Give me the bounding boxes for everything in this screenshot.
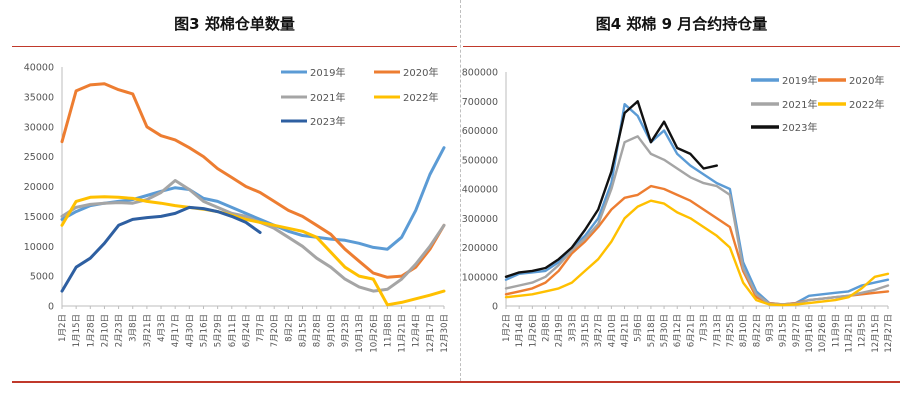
c1-y-tick-label-1: 100000 <box>462 272 498 283</box>
c1-series-3-line <box>504 199 890 307</box>
c1-x-tick-label-28: 12月15日 <box>871 314 881 353</box>
c1-x-tick-label-0: 1月2日 <box>502 314 512 342</box>
c1-x-tick-label-17: 7月25日 <box>726 314 736 347</box>
c0-series-0-line <box>60 146 446 251</box>
c1-x-tick-label-3: 2月8日 <box>542 314 552 342</box>
c1-x-tick-label-16: 7月13日 <box>713 314 723 347</box>
c1-x-tick-label-10: 5月6日 <box>634 314 644 342</box>
chart-right-title: 图4 郑棉 9 月合约持仓量 <box>463 0 900 47</box>
c0-y-tick-label-5: 25000 <box>24 152 54 163</box>
c1-x-tick-label-13: 6月12日 <box>673 314 683 347</box>
c0-x-tick-label-13: 6月24日 <box>242 314 252 347</box>
c1-x-tick-label-14: 6月21日 <box>686 314 696 347</box>
c0-x-tick-label-11: 5月29日 <box>214 314 224 347</box>
c1-legend-label-1: 2020年 <box>849 74 884 87</box>
c1-x-tick-label-25: 11月9日 <box>831 314 841 347</box>
c1-x-tick-label-1: 1月14日 <box>515 314 525 347</box>
c0-x-tick-label-7: 4月3日 <box>157 314 167 342</box>
c0-x-tick-label-10: 5月16日 <box>199 314 209 347</box>
c0-x-tick-label-0: 1月2日 <box>58 314 68 342</box>
c0-x-tick-label-24: 11月21日 <box>398 314 408 353</box>
c0-x-tick-label-22: 10月26日 <box>369 314 379 353</box>
c1-x-tick-label-26: 11月21日 <box>844 314 854 353</box>
c0-x-tick-label-5: 3月8日 <box>129 314 139 342</box>
c1-x-tick-label-24: 10月26日 <box>818 314 828 353</box>
c1-x-tick-label-20: 9月3日 <box>765 314 775 342</box>
c0-y-tick-label-3: 15000 <box>24 212 54 223</box>
c1-x-tick-label-29: 12月27日 <box>884 314 894 353</box>
c1-x-tick-label-15: 7月3日 <box>700 314 710 342</box>
c1-x-tick-label-18: 8月10日 <box>739 314 749 347</box>
c0-y-tick-label-1: 5000 <box>30 272 54 283</box>
c0-legend-label-3: 2022年 <box>403 91 438 104</box>
c0-x-tick-label-15: 7月20日 <box>270 314 280 347</box>
c0-x-tick-label-12: 6月11日 <box>228 314 238 347</box>
c0-y-tick-label-4: 20000 <box>24 182 54 193</box>
c1-x-tick-label-9: 4月21日 <box>621 314 631 347</box>
c0-x-tick-label-2: 1月28日 <box>86 314 96 347</box>
c1-y-tick-label-8: 800000 <box>462 68 498 79</box>
c0-legend-label-0: 2019年 <box>310 66 345 79</box>
c1-legend-label-3: 2022年 <box>849 98 884 111</box>
c0-x-tick-label-26: 12月17日 <box>426 314 436 353</box>
c1-x-tick-label-7: 3月27日 <box>594 314 604 347</box>
c0-y-tick-label-7: 35000 <box>24 92 54 103</box>
c1-y-tick-label-2: 200000 <box>462 243 498 254</box>
c1-x-tick-label-12: 5月30日 <box>660 314 670 347</box>
c1-x-tick-label-21: 9月15日 <box>779 314 789 347</box>
c0-y-tick-label-6: 30000 <box>24 122 54 133</box>
c0-x-tick-label-19: 9月10日 <box>327 314 337 347</box>
c0-series-4-line <box>60 205 262 293</box>
bottom-rule <box>12 381 900 383</box>
c1-y-tick-label-7: 700000 <box>462 97 498 108</box>
chart-left-title: 图3 郑棉仓单数量 <box>12 0 457 47</box>
c0-x-tick-label-14: 7月7日 <box>256 314 266 342</box>
c1-y-tick-label-4: 400000 <box>462 185 498 196</box>
c1-y-tick-label-6: 600000 <box>462 126 498 137</box>
c0-x-tick-label-8: 4月17日 <box>171 314 181 347</box>
c1-x-tick-label-27: 12月5日 <box>858 314 868 347</box>
c1-y-tick-label-3: 300000 <box>462 214 498 225</box>
c1-x-tick-label-8: 4月10日 <box>607 314 617 347</box>
c0-x-tick-label-20: 9月23日 <box>341 314 351 347</box>
c1-legend-label-0: 2019年 <box>782 74 817 87</box>
c1-x-tick-label-22: 9月27日 <box>792 314 802 347</box>
c0-x-tick-label-21: 10月13日 <box>355 314 365 353</box>
c0-x-tick-label-27: 12月30日 <box>440 314 450 353</box>
c1-x-tick-label-19: 8月22日 <box>752 314 762 347</box>
c0-x-tick-label-18: 8月28日 <box>313 314 323 347</box>
c0-legend-label-1: 2020年 <box>403 66 438 79</box>
c1-x-tick-label-5: 3月3日 <box>568 314 578 342</box>
c0-series-3-line <box>60 195 446 307</box>
c1-x-tick-label-6: 3月15日 <box>581 314 591 347</box>
c0-y-tick-label-0: 0 <box>48 302 54 313</box>
c0-x-tick-label-23: 11月8日 <box>383 314 393 347</box>
c1-y-tick-label-0: 0 <box>492 302 498 313</box>
c1-series-2-line <box>504 135 890 306</box>
c0-x-tick-label-25: 12月4日 <box>412 314 422 347</box>
c0-y-tick-label-2: 10000 <box>24 242 54 253</box>
c0-legend-label-2: 2021年 <box>310 91 345 104</box>
c0-x-tick-label-3: 2月10日 <box>100 314 110 347</box>
c1-legend-label-2: 2021年 <box>782 98 817 111</box>
c0-x-tick-label-17: 8月15日 <box>299 314 309 347</box>
c1-series-4-line <box>504 100 718 278</box>
c0-series-1-line <box>60 82 446 279</box>
c1-x-tick-label-23: 10月16日 <box>805 314 815 353</box>
c1-x-tick-label-2: 1月26日 <box>528 314 538 347</box>
c0-x-tick-label-9: 4月30日 <box>185 314 195 347</box>
panel-divider <box>460 0 461 381</box>
c0-y-tick-label-8: 40000 <box>24 63 54 74</box>
c0-x-tick-label-4: 2月23日 <box>115 314 125 347</box>
c0-legend-label-4: 2023年 <box>310 115 345 128</box>
c1-x-tick-label-4: 2月19日 <box>555 314 565 347</box>
c1-y-tick-label-5: 500000 <box>462 155 498 166</box>
c1-x-tick-label-11: 5月18日 <box>647 314 657 347</box>
c0-x-tick-label-6: 3月21日 <box>143 314 153 347</box>
c0-x-tick-label-1: 1月15日 <box>72 314 82 347</box>
c0-x-tick-label-16: 8月2日 <box>284 314 294 342</box>
c1-legend-label-4: 2023年 <box>782 121 817 134</box>
